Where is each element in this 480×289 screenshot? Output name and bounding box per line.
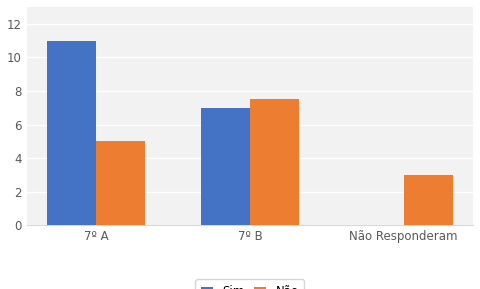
- Bar: [96, 141, 145, 225]
- Legend: Sim, Não: Sim, Não: [195, 279, 304, 289]
- Bar: [404, 175, 453, 225]
- Bar: [250, 99, 299, 225]
- Bar: [201, 108, 250, 225]
- Bar: [47, 40, 96, 225]
